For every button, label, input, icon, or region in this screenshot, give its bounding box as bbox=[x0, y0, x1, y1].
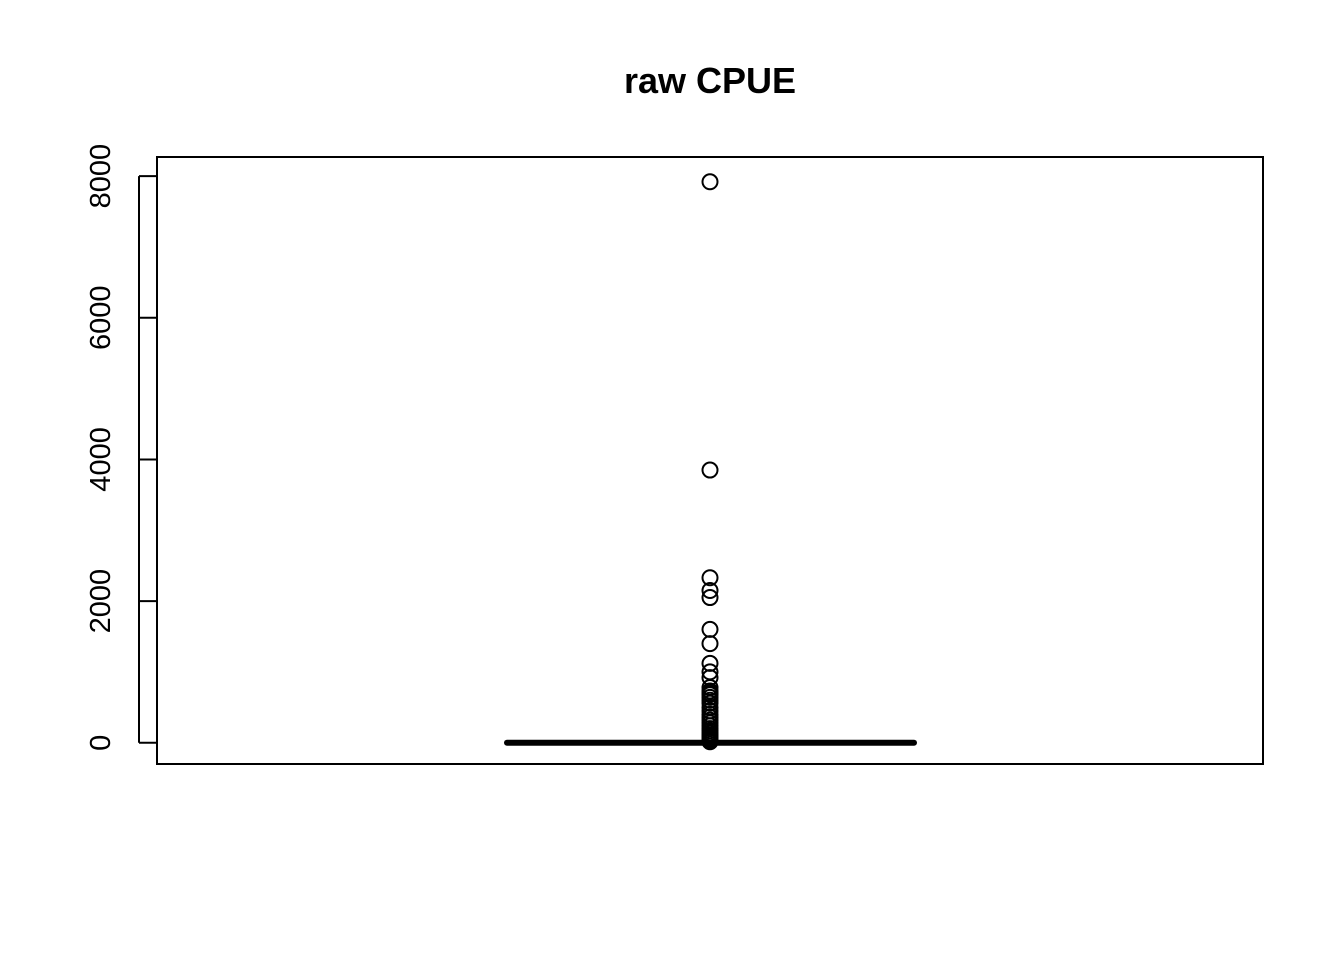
outlier-point bbox=[701, 733, 719, 751]
y-tick-label: 8000 bbox=[85, 144, 117, 209]
y-axis-ticks: 0 2000 4000 6000 8000 bbox=[85, 144, 157, 751]
outlier-point bbox=[701, 635, 719, 653]
outlier-point bbox=[701, 581, 719, 599]
outlier-points bbox=[701, 173, 719, 751]
outlier-point bbox=[701, 589, 719, 607]
outlier-point bbox=[701, 620, 719, 638]
outlier-point bbox=[701, 461, 719, 479]
outlier-point bbox=[701, 173, 719, 191]
y-tick-label: 6000 bbox=[85, 286, 117, 351]
y-tick-label: 4000 bbox=[85, 427, 117, 492]
plot-frame bbox=[156, 156, 1264, 765]
y-tick-label: 0 bbox=[85, 735, 117, 751]
chart-title: raw CPUE bbox=[624, 60, 796, 101]
y-tick-label: 2000 bbox=[85, 569, 117, 634]
outlier-point bbox=[701, 569, 719, 587]
